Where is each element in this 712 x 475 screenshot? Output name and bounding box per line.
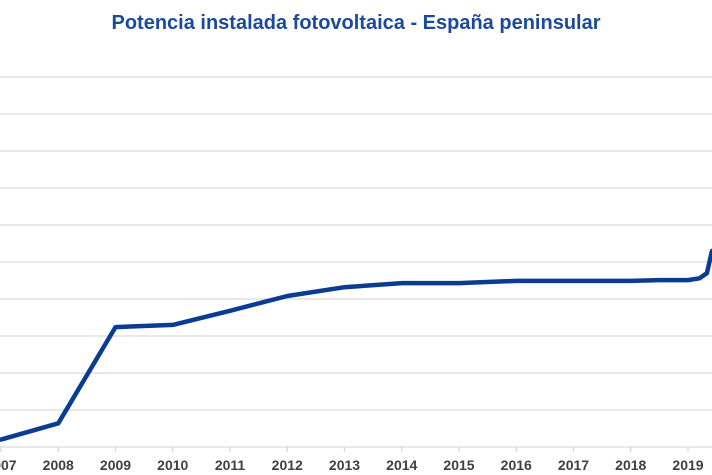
chart-title: Potencia instalada fotovoltaica - España… bbox=[111, 12, 601, 34]
x-tick-label: 2016 bbox=[501, 457, 532, 473]
x-tick-label: 2008 bbox=[43, 457, 74, 473]
x-tick-label: 2014 bbox=[386, 457, 417, 473]
x-tick-label: 2015 bbox=[443, 457, 474, 473]
x-tick-label: 2012 bbox=[272, 457, 303, 473]
x-tick-label: 2011 bbox=[215, 457, 246, 473]
x-tick-label: 2017 bbox=[558, 457, 589, 473]
x-tick-label: 2013 bbox=[329, 457, 360, 473]
x-tick-label: 2019 bbox=[672, 457, 703, 473]
x-tick-label: 2010 bbox=[157, 457, 188, 473]
series-line bbox=[0, 248, 712, 442]
x-tick-label: 2007 bbox=[0, 457, 17, 473]
x-tick-label: 2018 bbox=[615, 457, 646, 473]
x-tick-label: 2009 bbox=[100, 457, 131, 473]
